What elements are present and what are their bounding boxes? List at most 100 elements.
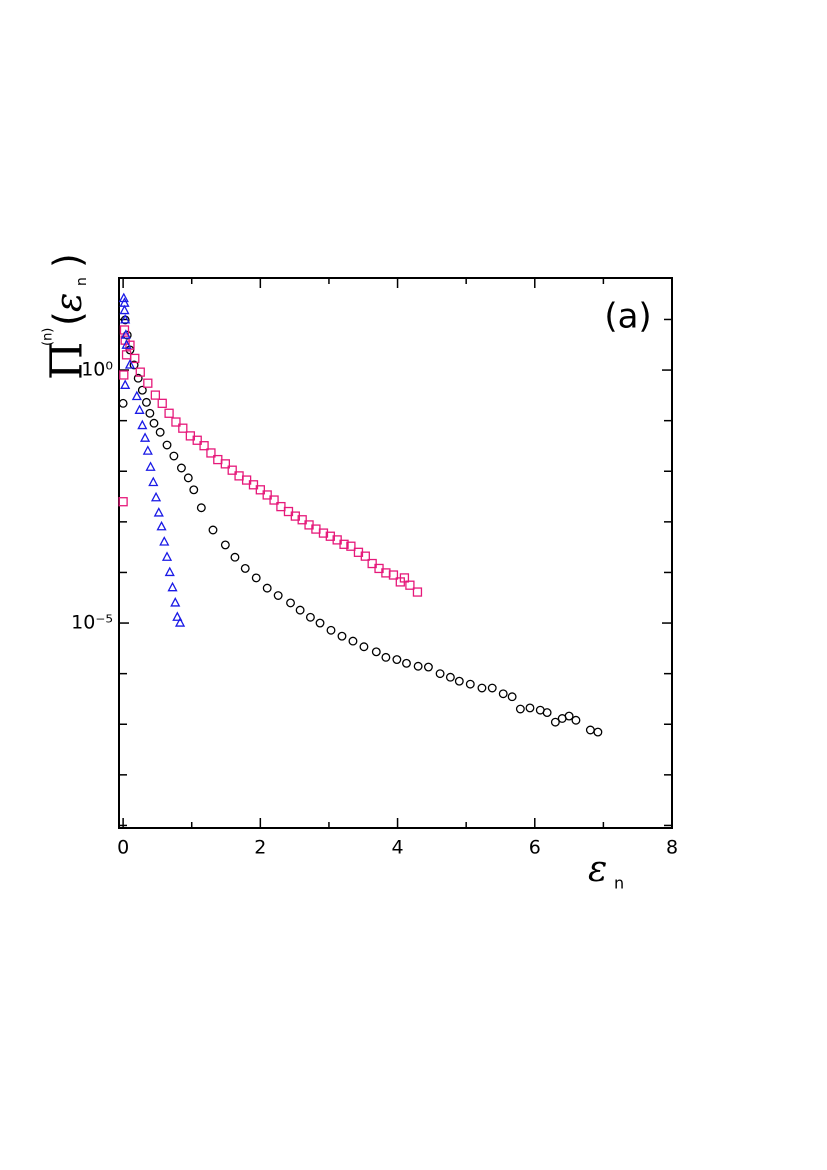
data-point bbox=[120, 329, 131, 339]
y-label-paren: ) bbox=[46, 253, 90, 268]
data-point bbox=[134, 404, 145, 414]
data-point bbox=[255, 485, 265, 495]
data-point bbox=[515, 704, 525, 714]
data-point bbox=[251, 573, 261, 583]
data-point bbox=[227, 465, 237, 475]
data-point bbox=[208, 525, 218, 535]
data-point bbox=[220, 459, 230, 469]
data-point bbox=[367, 558, 377, 569]
data-point bbox=[269, 495, 279, 505]
data-point bbox=[199, 441, 209, 451]
data-point bbox=[143, 378, 153, 388]
data-point bbox=[196, 503, 206, 513]
data-point bbox=[135, 367, 145, 377]
data-point bbox=[183, 473, 193, 483]
data-point bbox=[315, 618, 325, 628]
x-tick-label: 6 bbox=[529, 837, 541, 859]
data-point bbox=[162, 440, 172, 450]
data-point bbox=[337, 631, 347, 641]
data-point bbox=[359, 642, 369, 652]
data-point bbox=[164, 408, 174, 418]
data-point bbox=[118, 292, 129, 303]
data-point bbox=[399, 573, 410, 583]
data-point bbox=[241, 475, 252, 485]
annotation: (a) bbox=[604, 297, 651, 337]
data-point bbox=[157, 398, 167, 408]
data-point bbox=[435, 669, 445, 679]
data-point bbox=[121, 339, 132, 349]
data-point bbox=[131, 390, 142, 401]
y-tick-label: 10⁰ bbox=[81, 359, 113, 381]
data-point bbox=[240, 563, 250, 573]
data-point bbox=[360, 551, 370, 561]
data-point bbox=[297, 515, 307, 525]
data-point bbox=[381, 652, 391, 662]
data-point bbox=[346, 541, 356, 551]
data-point bbox=[145, 408, 155, 418]
data-point bbox=[348, 636, 358, 646]
data-point bbox=[149, 418, 159, 428]
data-point bbox=[118, 497, 128, 507]
data-point bbox=[477, 683, 487, 693]
data-point bbox=[172, 611, 183, 621]
data-point bbox=[129, 360, 139, 370]
data-point bbox=[125, 340, 135, 350]
data-point bbox=[525, 703, 535, 713]
data-point bbox=[148, 476, 159, 487]
data-point bbox=[550, 717, 560, 727]
data-point bbox=[164, 566, 175, 577]
data-point bbox=[171, 417, 181, 427]
y-label: Π (n) ( ε n ) bbox=[41, 253, 93, 380]
data-point bbox=[167, 581, 178, 592]
x-tick-label: 0 bbox=[117, 837, 129, 859]
data-point bbox=[564, 711, 574, 721]
data-point bbox=[159, 536, 170, 546]
data-point bbox=[262, 490, 272, 500]
y-tick-label: 10⁻⁵ bbox=[71, 612, 113, 634]
data-point bbox=[413, 661, 423, 671]
data-point bbox=[161, 551, 173, 561]
y-label-superscript: (n) bbox=[41, 328, 56, 346]
data-point bbox=[295, 605, 305, 615]
data-point bbox=[220, 540, 230, 550]
data-point bbox=[339, 539, 349, 549]
x-tick-label: 2 bbox=[254, 837, 266, 859]
data-point bbox=[371, 647, 381, 657]
data-point bbox=[119, 370, 129, 380]
data-point bbox=[498, 689, 508, 699]
data-point bbox=[155, 427, 165, 437]
x-label-subscript: n bbox=[614, 874, 624, 893]
data-point bbox=[153, 507, 164, 517]
data-point bbox=[192, 435, 202, 445]
data-point bbox=[593, 727, 603, 737]
data-point bbox=[145, 461, 156, 471]
data-point bbox=[119, 304, 130, 315]
y-label-paren: ( bbox=[46, 311, 90, 326]
data-point bbox=[133, 373, 143, 383]
data-point bbox=[286, 598, 295, 608]
data-point bbox=[402, 658, 411, 668]
data-point bbox=[120, 314, 131, 324]
data-point bbox=[465, 679, 475, 689]
x-tick-label: 8 bbox=[666, 837, 678, 859]
data-point bbox=[150, 390, 161, 400]
data-point bbox=[445, 672, 455, 682]
data-point bbox=[248, 480, 259, 490]
data-point bbox=[230, 552, 240, 562]
data-point bbox=[142, 445, 153, 455]
data-point bbox=[206, 448, 216, 458]
data-point bbox=[326, 625, 336, 635]
data-point bbox=[137, 385, 147, 395]
data-point bbox=[273, 591, 283, 600]
data-point bbox=[423, 662, 433, 672]
data-point bbox=[174, 617, 186, 627]
data-point bbox=[585, 725, 595, 735]
x-label-symbol: ε bbox=[588, 849, 607, 890]
data-point bbox=[318, 528, 329, 538]
data-point bbox=[176, 463, 186, 473]
data-point bbox=[189, 485, 199, 495]
y-label-subscript: n bbox=[74, 277, 90, 286]
data-point bbox=[392, 655, 402, 664]
